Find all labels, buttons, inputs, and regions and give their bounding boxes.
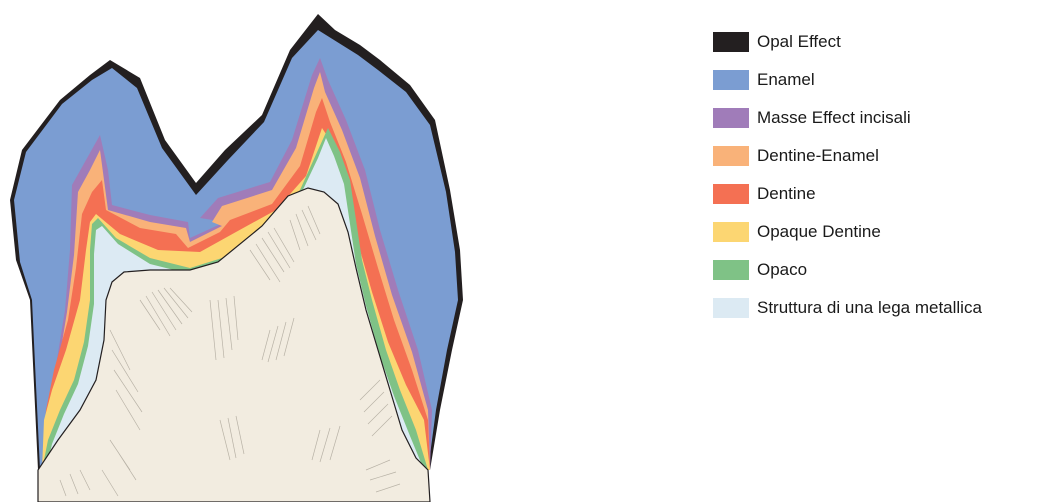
legend-label: Opaco [757, 260, 808, 279]
struttura-swatch [713, 298, 749, 318]
opaco-swatch [713, 260, 749, 280]
tooth-cross-section-diagram [10, 14, 463, 502]
legend: Opal Effect Enamel Masse Effect incisali De… [713, 23, 982, 327]
legend-label: Dentine [757, 184, 816, 203]
legend-label: Opal Effect [757, 32, 841, 51]
core-hatching [59, 205, 401, 497]
legend-label: Enamel [757, 70, 815, 89]
opal-effect-swatch [713, 32, 749, 52]
legend-item: Masse Effect incisali [713, 99, 982, 137]
legend-label: Masse Effect incisali [757, 108, 911, 127]
legend-label: Struttura di una lega metallica [757, 298, 982, 317]
legend-item: Dentine [713, 175, 982, 213]
legend-label: Opaque Dentine [757, 222, 881, 241]
legend-label: Dentine-Enamel [757, 146, 879, 165]
legend-item: Opaque Dentine [713, 213, 982, 251]
dentine-enamel-swatch [713, 146, 749, 166]
enamel-swatch [713, 70, 749, 90]
legend-item: Opal Effect [713, 23, 982, 61]
legend-item: Enamel [713, 61, 982, 99]
opaque-dentine-swatch [713, 222, 749, 242]
legend-item: Dentine-Enamel [713, 137, 982, 175]
dentine-swatch [713, 184, 749, 204]
masse-effect-swatch [713, 108, 749, 128]
legend-item: Opaco [713, 251, 982, 289]
legend-item: Struttura di una lega metallica [713, 289, 982, 327]
